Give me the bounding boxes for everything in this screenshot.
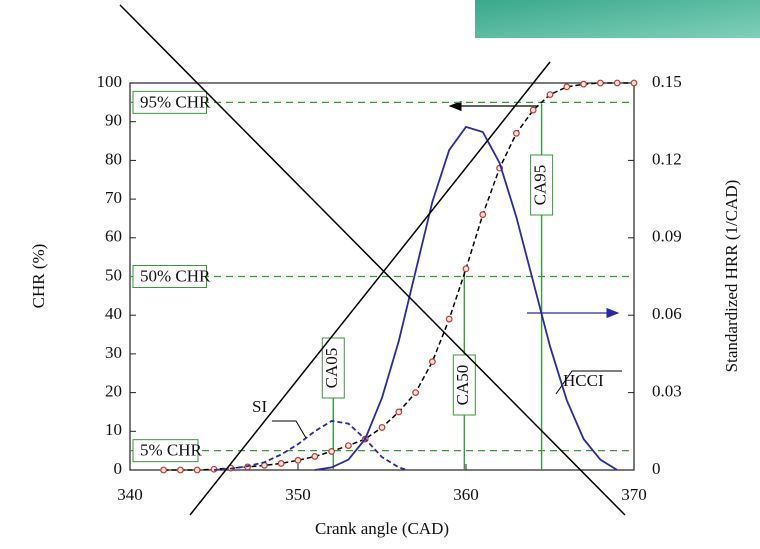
x-tick-label: 370 — [621, 485, 647, 504]
y-tick-label: 0 — [114, 459, 123, 478]
reference-label: 5% CHR — [140, 441, 203, 460]
data-point — [630, 79, 638, 87]
y-tick-label: 100 — [97, 72, 123, 91]
data-point — [597, 79, 604, 87]
reference-label-box — [452, 354, 476, 416]
data-point — [529, 106, 537, 114]
image-fragment — [475, 0, 760, 38]
data-point — [479, 211, 487, 218]
data-point — [176, 466, 184, 474]
data-point — [193, 466, 201, 474]
data-point — [395, 408, 403, 416]
y-tick-label: 80 — [105, 149, 122, 168]
cross-line — [119, 4, 626, 516]
series-line — [213, 420, 408, 471]
data-point — [328, 448, 336, 455]
si-leader — [272, 420, 307, 439]
y2-axis-label: Standardized HRR (1/CAD) — [722, 180, 741, 373]
y-tick-label: 90 — [105, 111, 122, 130]
reference-label: CA50 — [453, 365, 472, 406]
reference-label: CA95 — [531, 165, 550, 206]
data-point — [294, 456, 302, 464]
data-point — [160, 466, 168, 474]
y-tick-label: 70 — [105, 188, 122, 207]
y-tick-label: 10 — [105, 420, 122, 439]
cross-line — [189, 61, 551, 516]
hcci-annotation: HCCI — [563, 371, 604, 390]
si-annotation: SI — [252, 397, 267, 416]
y2-tick-label: 0 — [652, 459, 661, 478]
y-tick-label: 30 — [105, 343, 122, 362]
y-tick-label: 60 — [105, 227, 122, 246]
data-point — [429, 358, 436, 366]
data-point — [311, 453, 319, 460]
y2-tick-label: 0.15 — [652, 72, 682, 91]
reference-label: CA05 — [322, 348, 341, 389]
reference-label: 50% CHR — [140, 266, 211, 285]
data-point — [613, 79, 621, 87]
reference-label-box — [132, 439, 199, 463]
y-tick-label: 40 — [105, 304, 122, 323]
reference-label: 95% CHR — [140, 92, 211, 111]
y2-tick-label: 0.06 — [652, 304, 682, 323]
x-axis-label: Crank angle (CAD) — [315, 519, 449, 538]
series-line — [314, 125, 618, 471]
x-tick-label: 350 — [285, 485, 311, 504]
data-point — [546, 91, 554, 99]
x-tick-label: 340 — [117, 485, 143, 504]
data-point — [462, 265, 470, 273]
data-point — [378, 424, 386, 431]
y-tick-label: 50 — [105, 265, 122, 284]
y2-tick-label: 0.12 — [652, 149, 682, 168]
y-tick-label: 20 — [105, 382, 122, 401]
data-point — [412, 389, 420, 397]
x-tick-label: 360 — [453, 485, 479, 504]
reference-label-box — [530, 154, 554, 216]
data-point — [563, 83, 571, 91]
data-point — [277, 460, 285, 467]
y2-tick-label: 0.03 — [652, 382, 682, 401]
reference-label-box — [321, 337, 345, 399]
reference-label-box — [132, 265, 207, 288]
y-axis-label: CHR (%) — [29, 244, 48, 309]
hcci-leader — [555, 370, 622, 395]
data-point — [513, 129, 520, 137]
data-point — [445, 315, 453, 323]
y2-tick-label: 0.09 — [652, 227, 682, 246]
data-point — [345, 442, 352, 450]
data-point — [580, 80, 587, 88]
reference-label-box — [132, 90, 207, 114]
